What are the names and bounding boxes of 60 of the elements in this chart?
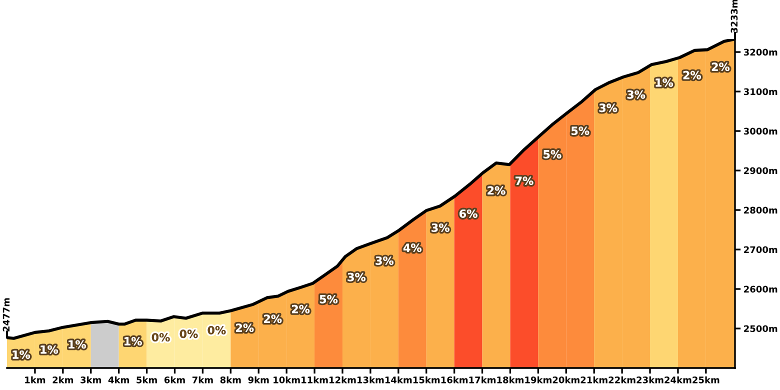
x-tick-label: 11km	[302, 376, 328, 384]
y-tick-label: 2700m	[744, 246, 778, 254]
y-tick-label: 2500m	[744, 325, 778, 332]
band-label: 4%	[403, 244, 422, 252]
x-tick-label: 15km	[413, 376, 440, 384]
band-label: 1%	[68, 340, 86, 349]
band-label: 2%	[264, 314, 282, 324]
x-tick-label: 8km	[220, 376, 241, 384]
y-tick-label: 3200m	[744, 48, 778, 56]
x-tick-label: 14km	[385, 376, 412, 384]
band-label: 1%	[40, 345, 58, 354]
band-label: 7%	[516, 176, 534, 186]
x-tick-label: 20km	[552, 376, 580, 384]
x-tick-label: 16km	[441, 376, 468, 384]
band-label: 3%	[432, 223, 450, 232]
annotation: 3233m	[730, 0, 738, 33]
x-tick-label: 9km	[248, 376, 269, 384]
x-tick-label: 12km	[330, 376, 356, 384]
y-tick-label: 3100m	[744, 88, 778, 96]
x-tick-label: 19km	[525, 376, 552, 384]
band-label: 6%	[460, 209, 478, 218]
x-tick-label: 25km	[692, 376, 720, 384]
x-tick-label: 3km	[80, 376, 102, 384]
band-label: 2%	[292, 304, 310, 314]
band-label: 2%	[683, 70, 702, 80]
x-tick-label: 17km	[469, 376, 496, 384]
band-label: 1%	[124, 337, 142, 346]
x-tick-label: 18km	[497, 376, 524, 384]
x-tick-label: 22km	[608, 376, 636, 384]
band-label: 5%	[572, 126, 590, 136]
band-label: 0%	[208, 326, 226, 334]
band-label: 1%	[12, 350, 30, 359]
band-label: 1%	[656, 78, 674, 87]
annotation: 2477m	[2, 298, 10, 332]
y-tick-label: 2600m	[744, 286, 778, 293]
band-label: 2%	[488, 186, 506, 195]
band-label: 0%	[180, 330, 198, 338]
x-tick-label: 1km	[25, 376, 46, 384]
band-label: 5%	[544, 150, 562, 158]
x-tick-label: 6km	[164, 376, 185, 384]
x-tick-label: 7km	[192, 376, 213, 384]
x-tick-label: 5km	[136, 376, 157, 384]
x-tick-label: 10km	[274, 376, 300, 384]
x-tick-label: 4km	[108, 376, 129, 384]
y-tick-label: 2900m	[744, 167, 778, 174]
band-label: 3%	[348, 272, 366, 282]
y-tick-label: 2800m	[744, 206, 778, 214]
band-label: 2%	[712, 62, 730, 72]
x-tick-label: 13km	[357, 376, 384, 384]
band-label: 3%	[627, 90, 646, 99]
x-tick-label: 23km	[636, 376, 664, 384]
x-tick-label: 21km	[580, 376, 608, 384]
band-label: 0%	[152, 333, 170, 342]
band-label: 3%	[376, 256, 394, 265]
x-tick-label: 24km	[664, 376, 692, 384]
band-label: 3%	[599, 104, 618, 112]
y-tick-label: 3000m	[744, 128, 778, 135]
band-label: 2%	[236, 324, 254, 332]
x-tick-label: 2km	[52, 376, 74, 384]
band-label: 5%	[320, 295, 338, 304]
